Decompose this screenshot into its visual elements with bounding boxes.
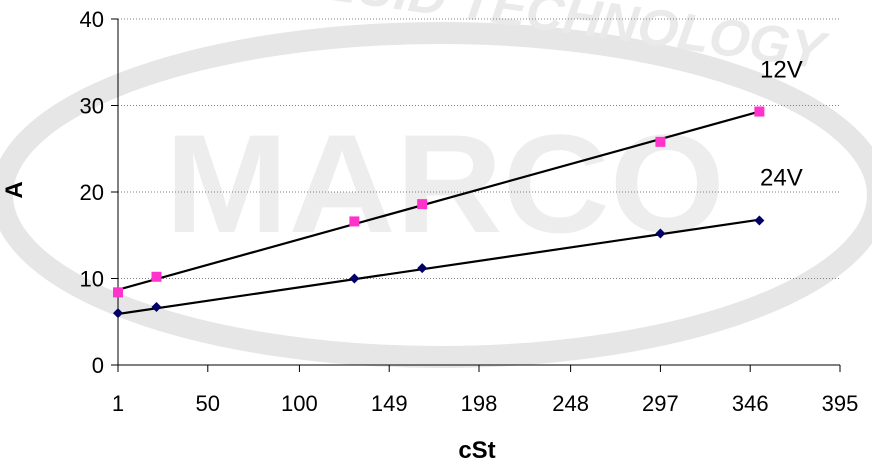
x-tick-label-346: 346 xyxy=(732,391,769,416)
x-tick-label-50: 50 xyxy=(196,391,220,416)
y-tick-label-0: 0 xyxy=(92,353,104,378)
watermark-brand: MARCO xyxy=(165,105,725,262)
x-tick-label-248: 248 xyxy=(552,391,589,416)
watermark: FLUID TECHNOLOGY MARCO xyxy=(0,0,872,368)
point-12V-1 xyxy=(151,271,162,282)
y-axis-title: A xyxy=(1,181,28,198)
y-tick-label-20: 20 xyxy=(80,180,104,205)
point-12V-3 xyxy=(417,199,428,210)
x-tick-label-198: 198 xyxy=(461,391,498,416)
point-12V-5 xyxy=(754,106,765,117)
x-tick-label-149: 149 xyxy=(371,391,408,416)
point-12V-0 xyxy=(113,287,123,298)
point-24V-3 xyxy=(417,263,428,274)
x-tick-label-100: 100 xyxy=(281,391,318,416)
x-tick-label-1: 1 xyxy=(112,391,124,416)
series-12V: 12V xyxy=(113,57,803,298)
gridlines xyxy=(118,18,840,279)
trendline-12V xyxy=(117,110,760,291)
watermark-swoosh xyxy=(0,22,872,368)
x-axis-title: cSt xyxy=(458,437,495,464)
y-tick-label-40: 40 xyxy=(80,7,104,32)
y-tick-label-30: 30 xyxy=(80,94,104,119)
x-tick-label-297: 297 xyxy=(642,391,679,416)
series-label-24V: 24V xyxy=(760,165,803,192)
point-12V-2 xyxy=(349,216,360,227)
y-tick-label-10: 10 xyxy=(80,267,104,292)
point-24V-4 xyxy=(655,228,666,239)
y-axis-ticks: 0 10 20 30 40 xyxy=(80,7,118,378)
series-layer: 12V 24V xyxy=(113,57,803,319)
series-label-12V: 12V xyxy=(760,57,803,84)
point-24V-5 xyxy=(754,215,765,226)
point-12V-4 xyxy=(655,136,666,147)
point-24V-0 xyxy=(113,308,123,319)
point-24V-1 xyxy=(151,302,162,313)
x-axis-ticks: 1 50 100 149 198 248 297 346 395 xyxy=(112,365,858,416)
x-tick-label-395: 395 xyxy=(822,391,859,416)
point-24V-2 xyxy=(349,273,360,284)
trendline-24V xyxy=(117,218,760,316)
series-24V: 24V xyxy=(113,165,803,319)
